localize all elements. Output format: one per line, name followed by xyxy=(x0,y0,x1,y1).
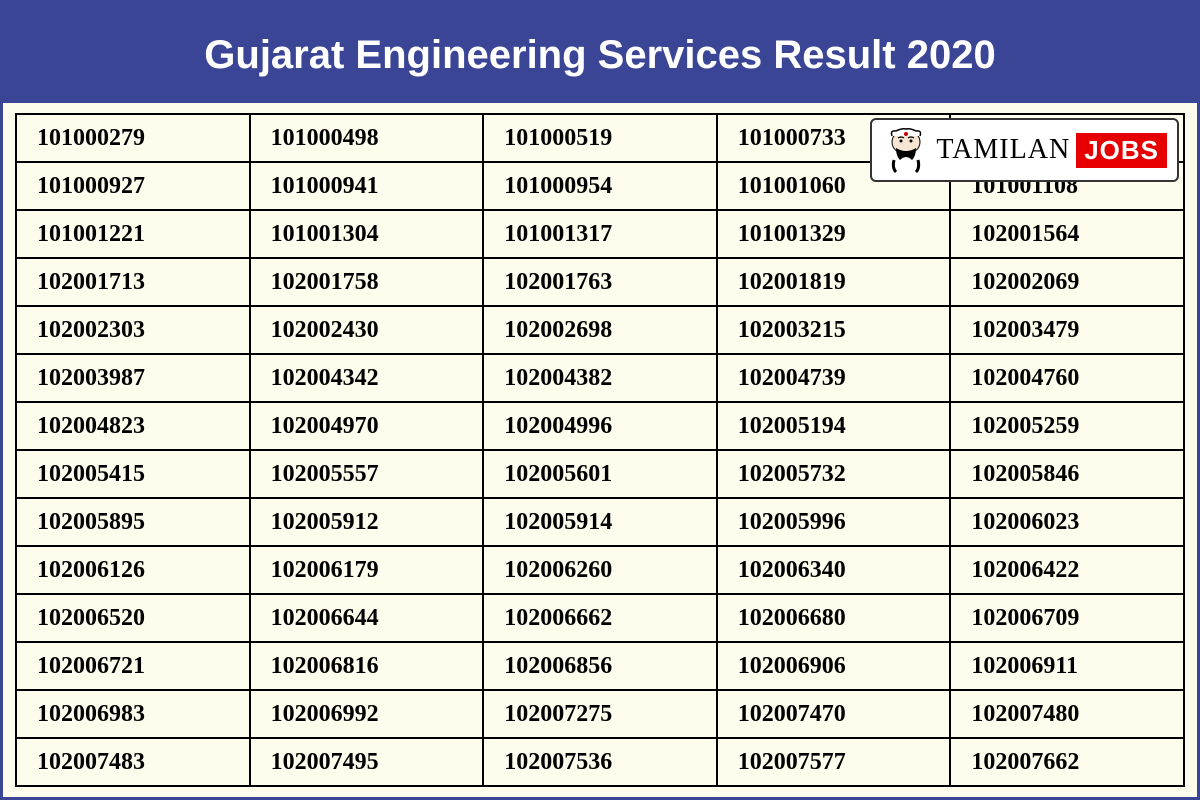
result-cell: 102006983 xyxy=(16,690,250,738)
result-cell: 102007275 xyxy=(483,690,717,738)
result-cell: 102006126 xyxy=(16,546,250,594)
result-cell: 102005557 xyxy=(250,450,484,498)
table-row: 102005895 102005912 102005914 102005996 … xyxy=(16,498,1184,546)
result-cell: 102007470 xyxy=(717,690,951,738)
result-cell: 102006023 xyxy=(950,498,1184,546)
result-cell: 102006906 xyxy=(717,642,951,690)
result-cell: 102006340 xyxy=(717,546,951,594)
result-cell: 102007536 xyxy=(483,738,717,786)
result-cell: 102006260 xyxy=(483,546,717,594)
result-cell: 102005912 xyxy=(250,498,484,546)
result-cell: 101000941 xyxy=(250,162,484,210)
result-cell: 102001758 xyxy=(250,258,484,306)
result-cell: 102007483 xyxy=(16,738,250,786)
result-cell: 102005259 xyxy=(950,402,1184,450)
table-row: 102006983 102006992 102007275 102007470 … xyxy=(16,690,1184,738)
result-cell: 102006662 xyxy=(483,594,717,642)
logo-text-tamilan: TAMILAN xyxy=(936,134,1070,166)
table-row: 102004823 102004970 102004996 102005194 … xyxy=(16,402,1184,450)
logo-text-jobs: JOBS xyxy=(1076,133,1167,168)
brand-logo: TAMILAN JOBS xyxy=(870,118,1179,182)
result-cell: 102006422 xyxy=(950,546,1184,594)
result-cell: 101000519 xyxy=(483,114,717,162)
result-cell: 102001713 xyxy=(16,258,250,306)
table-row: 102002303 102002430 102002698 102003215 … xyxy=(16,306,1184,354)
result-cell: 102004996 xyxy=(483,402,717,450)
result-cell: 101001329 xyxy=(717,210,951,258)
result-cell: 102006911 xyxy=(950,642,1184,690)
result-cell: 102007480 xyxy=(950,690,1184,738)
result-cell: 101000279 xyxy=(16,114,250,162)
result-cell: 102005601 xyxy=(483,450,717,498)
result-cell: 102003987 xyxy=(16,354,250,402)
header-section: Gujarat Engineering Services Result 2020 xyxy=(3,3,1197,103)
result-cell: 102002698 xyxy=(483,306,717,354)
table-row: 102003987 102004342 102004382 102004739 … xyxy=(16,354,1184,402)
result-cell: 101001221 xyxy=(16,210,250,258)
result-cell: 102005996 xyxy=(717,498,951,546)
result-cell: 102002069 xyxy=(950,258,1184,306)
table-row: 102006721 102006816 102006856 102006906 … xyxy=(16,642,1184,690)
result-cell: 102004760 xyxy=(950,354,1184,402)
result-cell: 102006179 xyxy=(250,546,484,594)
result-cell: 102006721 xyxy=(16,642,250,690)
logo-face-icon xyxy=(882,126,930,174)
result-cell: 102007577 xyxy=(717,738,951,786)
result-table: 101000279 101000498 101000519 101000733 … xyxy=(15,113,1185,787)
result-cell: 101000927 xyxy=(16,162,250,210)
result-cell: 102004970 xyxy=(250,402,484,450)
result-cell: 102004739 xyxy=(717,354,951,402)
result-cell: 102003479 xyxy=(950,306,1184,354)
result-cell: 102005732 xyxy=(717,450,951,498)
result-cell: 102003215 xyxy=(717,306,951,354)
result-table-body: 101000279 101000498 101000519 101000733 … xyxy=(16,114,1184,786)
result-cell: 101001304 xyxy=(250,210,484,258)
content-section: TAMILAN JOBS 101000279 101000498 1010005… xyxy=(3,103,1197,797)
result-cell: 101000498 xyxy=(250,114,484,162)
table-row: 102007483 102007495 102007536 102007577 … xyxy=(16,738,1184,786)
table-row: 102001713 102001758 102001763 102001819 … xyxy=(16,258,1184,306)
result-cell: 102004823 xyxy=(16,402,250,450)
table-row: 102006126 102006179 102006260 102006340 … xyxy=(16,546,1184,594)
table-row: 102005415 102005557 102005601 102005732 … xyxy=(16,450,1184,498)
result-cell: 102001763 xyxy=(483,258,717,306)
result-cell: 102002303 xyxy=(16,306,250,354)
result-cell: 102001564 xyxy=(950,210,1184,258)
result-cell: 102002430 xyxy=(250,306,484,354)
result-cell: 102006644 xyxy=(250,594,484,642)
table-row: 101001221 101001304 101001317 101001329 … xyxy=(16,210,1184,258)
result-cell: 102006816 xyxy=(250,642,484,690)
outer-frame: Gujarat Engineering Services Result 2020 xyxy=(0,0,1200,800)
result-cell: 102007662 xyxy=(950,738,1184,786)
result-cell: 102004382 xyxy=(483,354,717,402)
page-title: Gujarat Engineering Services Result 2020 xyxy=(23,33,1177,78)
result-cell: 102004342 xyxy=(250,354,484,402)
table-row: 102006520 102006644 102006662 102006680 … xyxy=(16,594,1184,642)
result-cell: 102005194 xyxy=(717,402,951,450)
result-cell: 102005914 xyxy=(483,498,717,546)
result-cell: 102007495 xyxy=(250,738,484,786)
result-cell: 101001317 xyxy=(483,210,717,258)
result-cell: 102006709 xyxy=(950,594,1184,642)
result-cell: 102005415 xyxy=(16,450,250,498)
result-cell: 101000954 xyxy=(483,162,717,210)
result-cell: 102001819 xyxy=(717,258,951,306)
result-cell: 102006680 xyxy=(717,594,951,642)
result-cell: 102005895 xyxy=(16,498,250,546)
result-cell: 102006520 xyxy=(16,594,250,642)
result-cell: 102005846 xyxy=(950,450,1184,498)
result-cell: 102006992 xyxy=(250,690,484,738)
result-cell: 102006856 xyxy=(483,642,717,690)
